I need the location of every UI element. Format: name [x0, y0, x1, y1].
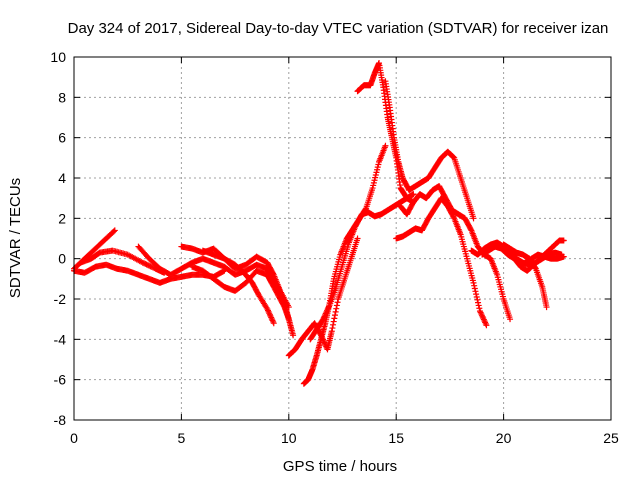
- data-point: [374, 166, 381, 173]
- data-point: [449, 153, 456, 160]
- x-tick-label: 15: [388, 430, 404, 446]
- x-axis-label: GPS time / hours: [283, 458, 397, 475]
- data-point: [532, 264, 539, 271]
- data-point: [507, 316, 514, 323]
- series-track-1: [71, 227, 118, 272]
- data-point: [470, 215, 477, 222]
- x-tick-label: 0: [70, 430, 78, 446]
- series-track-6: [189, 263, 292, 323]
- y-tick-label: -6: [54, 372, 67, 388]
- data-point: [382, 142, 389, 149]
- data-point: [270, 270, 277, 277]
- data-point: [476, 305, 483, 312]
- data-point: [111, 227, 118, 234]
- data-point: [450, 214, 457, 221]
- data-point: [332, 308, 339, 315]
- data-point: [483, 322, 490, 329]
- y-tick-label: 8: [58, 89, 66, 105]
- y-tick-label: -2: [54, 291, 67, 307]
- data-point: [475, 302, 482, 309]
- chart-title: Day 324 of 2017, Sidereal Day-to-day VTE…: [68, 20, 609, 37]
- data-point: [473, 293, 480, 300]
- data-point: [285, 316, 292, 323]
- data-point: [330, 318, 337, 325]
- x-tick-label: 25: [603, 430, 619, 446]
- data-point: [331, 312, 338, 319]
- x-tick-label: 5: [178, 430, 186, 446]
- y-tick-label: 4: [58, 170, 66, 186]
- data-point: [374, 164, 381, 171]
- data-point: [220, 268, 227, 275]
- data-points: [71, 60, 567, 387]
- data-point: [474, 296, 481, 303]
- data-point: [467, 226, 474, 233]
- data-point: [270, 320, 277, 327]
- data-point: [333, 302, 340, 309]
- data-point: [471, 282, 478, 289]
- series-track-10: [307, 191, 417, 343]
- data-point: [371, 177, 378, 184]
- y-tick-label: 0: [58, 251, 66, 267]
- y-tick-label: -4: [54, 331, 67, 347]
- data-point: [410, 191, 417, 198]
- data-point: [290, 332, 297, 339]
- data-point: [560, 253, 567, 260]
- data-point: [373, 169, 380, 176]
- data-point: [450, 154, 457, 161]
- y-tick-label: -8: [54, 412, 67, 428]
- data-point: [543, 304, 550, 311]
- series-track-3: [77, 247, 168, 276]
- data-point: [471, 285, 478, 292]
- data-point: [560, 237, 567, 244]
- data-point: [372, 171, 379, 178]
- y-axis-label: SDTVAR / TECUs: [7, 178, 24, 298]
- data-point: [370, 182, 377, 189]
- data-point: [372, 174, 379, 181]
- series-track-7: [199, 247, 277, 327]
- y-tick-label: 10: [50, 49, 66, 65]
- plot-frame: [73, 56, 612, 421]
- data-point: [329, 325, 336, 332]
- data-point: [473, 291, 480, 298]
- data-point: [110, 228, 117, 235]
- data-point: [328, 328, 335, 335]
- data-point: [331, 315, 338, 322]
- data-point: [370, 179, 377, 186]
- data-point: [475, 299, 482, 306]
- data-point: [375, 161, 382, 168]
- data-point: [333, 305, 340, 312]
- data-point: [354, 235, 361, 242]
- data-point: [334, 299, 341, 306]
- data-point: [330, 321, 337, 328]
- x-tick-label: 10: [281, 430, 297, 446]
- data-point: [470, 279, 477, 286]
- x-tick-label: 20: [496, 430, 512, 446]
- series-track-2: [71, 261, 228, 286]
- series-track-12: [382, 78, 477, 222]
- y-tick-label: 2: [58, 210, 66, 226]
- data-point: [472, 288, 479, 295]
- y-tick-label: 6: [58, 130, 66, 146]
- axis-ticks: 0 5 10 15 20 25 -8 -6 -4 -2 0 2 4 6 8 10: [50, 49, 619, 446]
- series-track-14: [397, 183, 514, 323]
- data-point: [369, 185, 376, 192]
- series-track-18: [522, 251, 567, 266]
